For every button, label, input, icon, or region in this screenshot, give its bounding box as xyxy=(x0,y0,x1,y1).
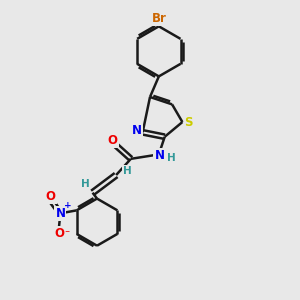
Text: ⁻: ⁻ xyxy=(64,229,70,239)
Text: O: O xyxy=(108,134,118,147)
Text: H: H xyxy=(123,166,132,176)
Text: Br: Br xyxy=(152,12,166,25)
Text: N: N xyxy=(154,149,164,162)
Text: O: O xyxy=(54,227,64,240)
Text: N: N xyxy=(56,207,65,220)
Text: H: H xyxy=(81,179,90,190)
Text: S: S xyxy=(184,116,193,128)
Text: H: H xyxy=(167,153,176,163)
Text: +: + xyxy=(64,201,72,210)
Text: N: N xyxy=(132,124,142,137)
Text: O: O xyxy=(46,190,56,203)
